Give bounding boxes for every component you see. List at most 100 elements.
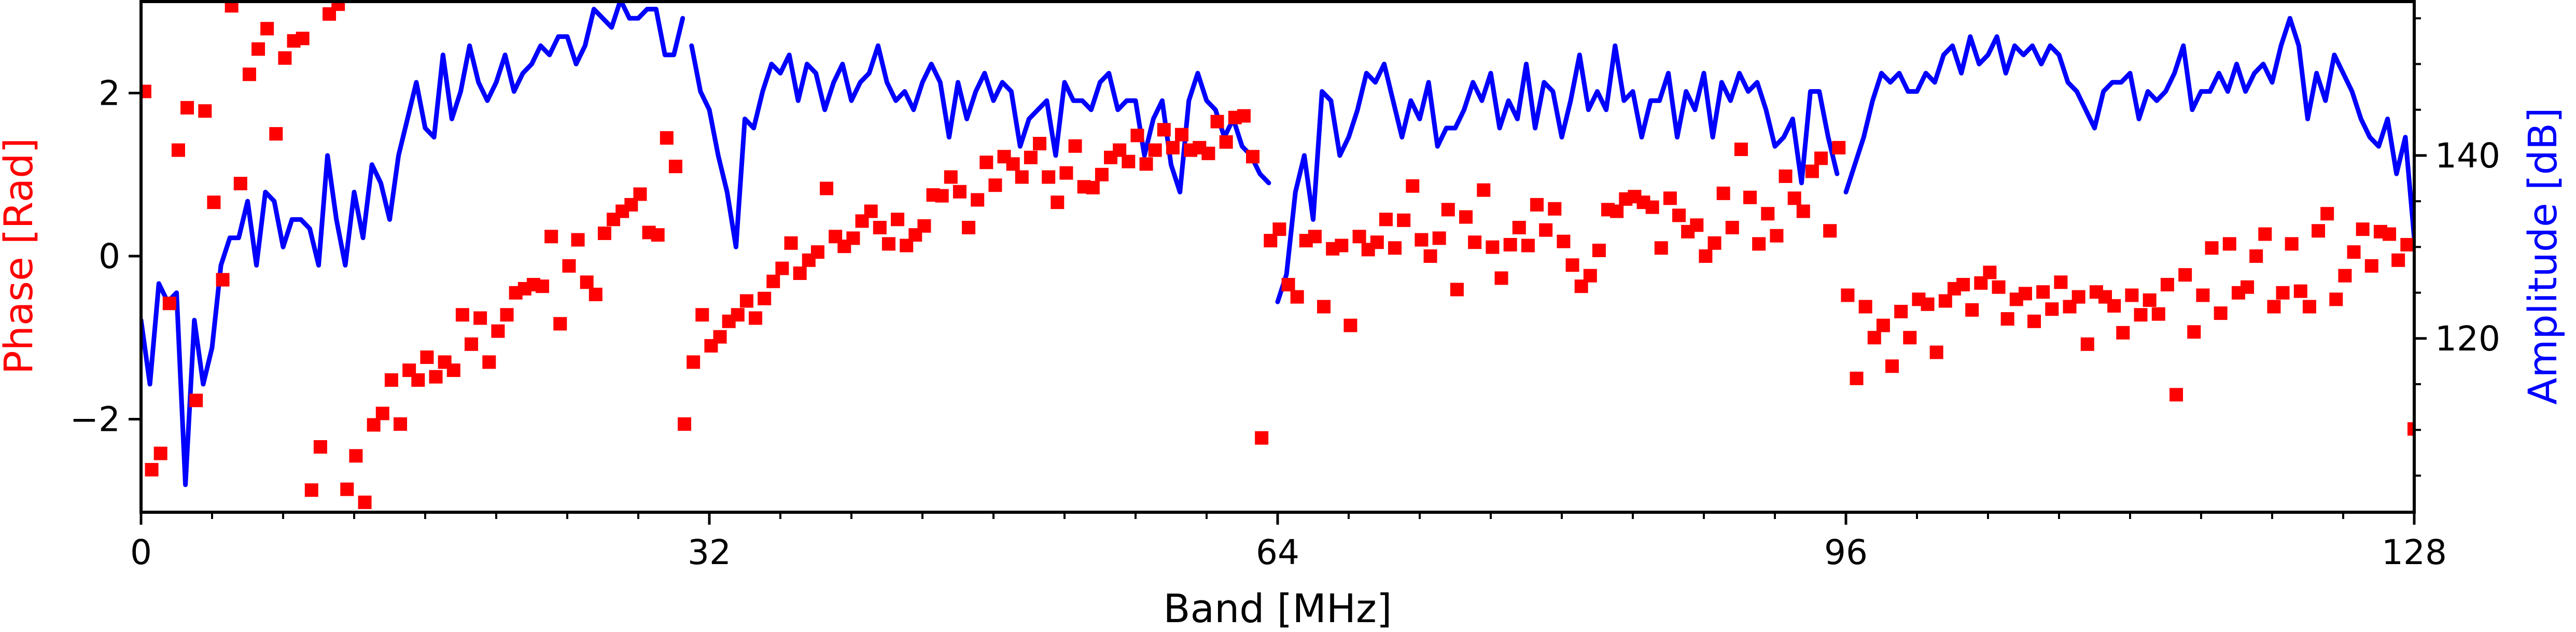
phase-point [2205,241,2219,255]
phase-point [1388,241,1402,255]
phase-point [278,51,292,65]
phase-point [668,160,682,174]
phase-point [1237,109,1251,123]
phase-point [367,418,381,432]
phase-point [1885,359,1899,373]
plot-frame [139,0,2416,514]
phase-point [2027,314,2041,328]
phase-point [198,104,212,118]
phase-point [1654,241,1668,255]
phase-point [153,446,167,460]
ticks-layer: 0 32 64 96 128 −2 0 2 120 140 [70,17,2500,572]
phase-point [2214,306,2228,320]
phase-point [242,67,256,81]
phase-point [1938,294,1952,308]
phase-point [571,233,585,247]
phase-point [394,417,408,431]
phase-point [2285,237,2299,251]
phase-point [2276,286,2290,300]
phase-point [1867,331,1881,345]
phase-point [2400,237,2414,251]
phase-point [2071,290,2085,304]
phase-point [1441,203,1455,217]
amplitude-line-segment-3 [1275,43,1840,304]
phase-point [171,143,185,157]
phase-point [233,177,247,191]
phase-point [1761,207,1775,221]
phase-point [1095,167,1109,181]
phase-point [766,274,780,288]
phase-point [891,213,905,227]
phase-point [2000,312,2014,326]
phase-point [251,42,265,56]
phase-point [2258,227,2272,241]
phase-point [962,220,976,234]
phase-point [846,231,860,245]
phase-point [1246,150,1260,164]
phase-point [971,193,985,207]
phase-point [358,495,372,509]
phase-point [1486,240,1500,254]
phase-point [2125,288,2139,302]
phase-point [455,308,469,322]
phase-point [1530,198,1544,212]
phase-point [1264,234,1278,248]
phase-point [1725,220,1739,234]
phase-point [1059,166,1073,180]
phase-point [784,236,798,250]
amplitude-line-segment-1 [141,0,685,487]
phase-point [749,311,763,325]
phase-point [2107,299,2121,313]
phase-point [1290,290,1304,304]
x-tick-label: 0 [130,532,152,572]
phase-point [1423,249,1437,263]
phase-point [2338,269,2352,283]
phase-point [1858,300,1872,314]
phase-point [162,297,176,311]
phase-point [1459,210,1473,224]
amplitude-line-segment-2 [689,43,1271,249]
y-axis-label-right: Amplitude [dB] [2519,107,2566,404]
phase-point [775,261,789,275]
phase-point [1379,213,1393,227]
phase-point [651,228,665,242]
phase-point [1796,204,1810,218]
phase-point [2045,302,2059,316]
x-tick-label: 96 [1824,532,1868,572]
phase-point [1272,222,1286,236]
phase-point [446,363,460,377]
phase-point [2241,280,2255,294]
phase-point [1565,258,1579,272]
phase-point [633,187,647,201]
phase-point [1015,170,1029,184]
phase-point [349,449,363,463]
phase-point [589,287,603,301]
phase-point [739,294,753,308]
phase-point [1539,223,1553,237]
phase-point [1823,224,1837,238]
phase-point [1024,150,1038,164]
phase-point [420,350,434,364]
phase-layer [141,0,2414,509]
phase-point [384,373,398,387]
phase-point [296,32,310,46]
phase-point [1397,213,1411,227]
phase-point [2312,224,2326,238]
phase-point [1051,195,1065,209]
phase-point [340,482,354,496]
phase-point [820,181,834,195]
phase-point [1157,123,1171,137]
phase-point [1610,204,1624,218]
phase-point [1548,202,1562,216]
phase-point [695,308,709,322]
phase-point [2143,293,2157,307]
phase-point [207,195,221,209]
phase-point [1894,304,1908,318]
phase-point [1255,431,1269,445]
phase-point [491,324,505,338]
phase-point [1317,300,1331,314]
amplitude-layer [141,0,2414,487]
phase-point [260,22,274,36]
phase-point [429,370,443,384]
